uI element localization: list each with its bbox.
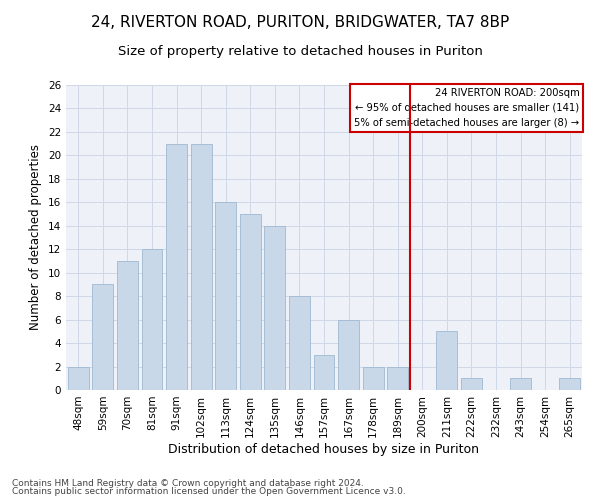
Bar bbox=[387, 366, 408, 390]
Bar bbox=[338, 320, 359, 390]
Bar bbox=[289, 296, 310, 390]
X-axis label: Distribution of detached houses by size in Puriton: Distribution of detached houses by size … bbox=[169, 442, 479, 456]
Text: 24 RIVERTON ROAD: 200sqm
← 95% of detached houses are smaller (141)
5% of semi-d: 24 RIVERTON ROAD: 200sqm ← 95% of detach… bbox=[354, 88, 580, 128]
Text: Size of property relative to detached houses in Puriton: Size of property relative to detached ho… bbox=[118, 45, 482, 58]
Text: Contains public sector information licensed under the Open Government Licence v3: Contains public sector information licen… bbox=[12, 487, 406, 496]
Bar bbox=[166, 144, 187, 390]
Bar bbox=[436, 332, 457, 390]
Text: 24, RIVERTON ROAD, PURITON, BRIDGWATER, TA7 8BP: 24, RIVERTON ROAD, PURITON, BRIDGWATER, … bbox=[91, 15, 509, 30]
Bar bbox=[461, 378, 482, 390]
Bar bbox=[92, 284, 113, 390]
Text: Contains HM Land Registry data © Crown copyright and database right 2024.: Contains HM Land Registry data © Crown c… bbox=[12, 478, 364, 488]
Bar bbox=[215, 202, 236, 390]
Bar bbox=[68, 366, 89, 390]
Bar bbox=[510, 378, 531, 390]
Bar bbox=[559, 378, 580, 390]
Y-axis label: Number of detached properties: Number of detached properties bbox=[29, 144, 43, 330]
Bar bbox=[240, 214, 261, 390]
Bar bbox=[142, 249, 163, 390]
Bar bbox=[265, 226, 286, 390]
Bar bbox=[362, 366, 383, 390]
Bar bbox=[191, 144, 212, 390]
Bar bbox=[314, 355, 334, 390]
Bar bbox=[117, 261, 138, 390]
